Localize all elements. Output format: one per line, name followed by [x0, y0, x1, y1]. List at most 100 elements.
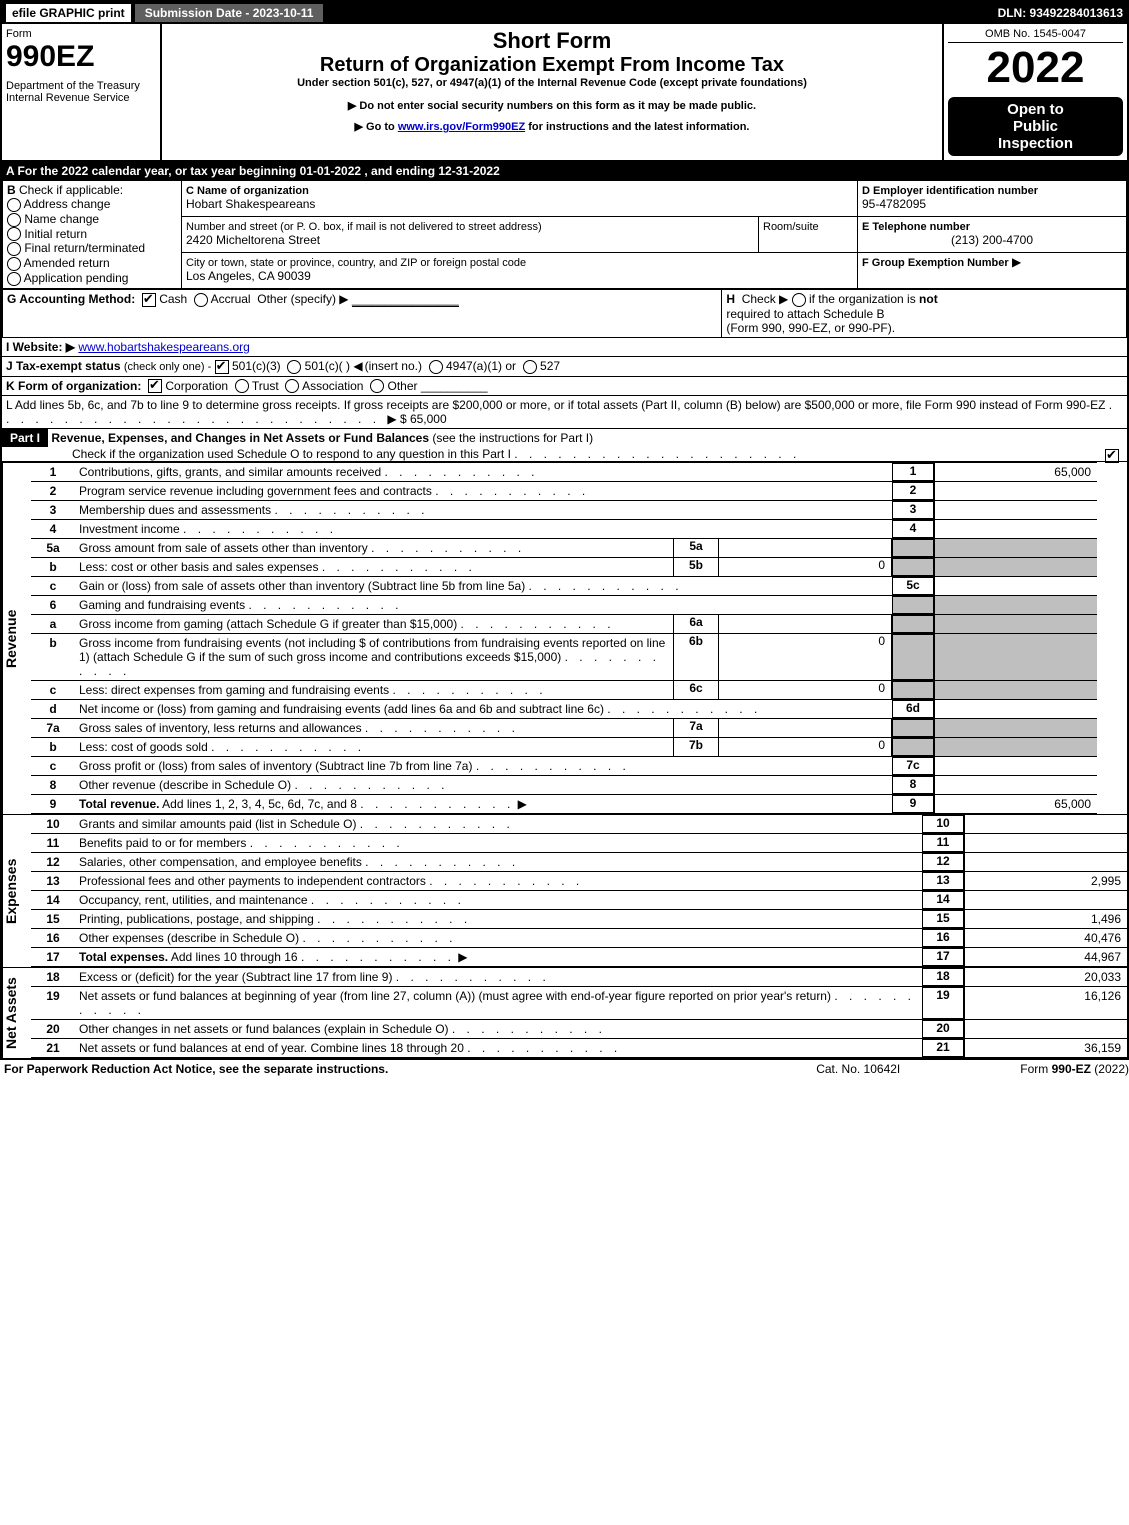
box-b-option: Application pending [7, 271, 177, 286]
part-i-title: Revenue, Expenses, and Changes in Net As… [51, 431, 429, 445]
line-box-no: 4 [892, 520, 934, 538]
revenue-lines: 1Contributions, gifts, grants, and simil… [31, 463, 1097, 814]
box-b-option: Final return/terminated [7, 241, 177, 256]
line-box-grey [892, 719, 934, 737]
open-l1: Open to [952, 101, 1119, 118]
cash-checkbox[interactable] [142, 293, 156, 307]
line-box-grey [892, 681, 934, 699]
box-b-options: Address change Name change Initial retur… [7, 197, 177, 286]
box-b-option-label: Application pending [24, 271, 129, 285]
line-no: 4 [31, 520, 75, 538]
box-b-checkbox[interactable] [7, 257, 21, 271]
line-box-grey [892, 596, 934, 614]
j-501c-checkbox[interactable] [287, 360, 301, 374]
box-b-txt: Check if applicable: [19, 183, 123, 197]
line-no: 10 [31, 815, 75, 833]
row-h-checkbox[interactable] [792, 293, 806, 307]
tax-year: 2022 [948, 43, 1123, 93]
telephone: (213) 200-4700 [862, 233, 1122, 247]
line-desc: Gross amount from sale of assets other t… [75, 539, 673, 557]
line-box-no: 5c [892, 577, 934, 595]
row-k-option: Association [302, 379, 363, 393]
box-b-option: Amended return [7, 256, 177, 271]
line-box-grey [892, 615, 934, 633]
line-no: 15 [31, 910, 75, 928]
j-4947-checkbox[interactable] [429, 360, 443, 374]
line-no: 16 [31, 929, 75, 947]
accrual-checkbox[interactable] [194, 293, 208, 307]
line-row: 19Net assets or fund balances at beginni… [31, 987, 1127, 1020]
line-box-no: 8 [892, 776, 934, 794]
line-box-no: 10 [922, 815, 964, 833]
line-box-grey [892, 738, 934, 756]
line-no: 7a [31, 719, 75, 737]
box-b-checkbox[interactable] [7, 213, 21, 227]
line-box-no: 9 [892, 795, 934, 813]
city-state-zip: Los Angeles, CA 90039 [186, 269, 311, 283]
row-k-checkbox[interactable] [370, 379, 384, 393]
line-row: 5aGross amount from sale of assets other… [31, 539, 1097, 558]
line-value [934, 501, 1097, 519]
line-mini-val [719, 539, 892, 557]
line-no: 8 [31, 776, 75, 794]
part-i-header: Part I Revenue, Expenses, and Changes in… [2, 429, 1127, 462]
line-value [964, 834, 1127, 852]
box-f-arrow: ▶ [1012, 255, 1021, 269]
box-b-checkbox[interactable] [7, 227, 21, 241]
line-row: 7aGross sales of inventory, less returns… [31, 719, 1097, 738]
row-k-checkbox[interactable] [148, 379, 162, 393]
dept-1: Department of the Treasury [6, 80, 156, 92]
j-4947: 4947(a)(1) or [446, 359, 516, 373]
part-i-badge: Part I [2, 429, 48, 447]
ein: 95-4782095 [862, 197, 926, 211]
row-k-option: Corporation [165, 379, 228, 393]
box-b-checkbox[interactable] [7, 272, 21, 286]
line-row: 2Program service revenue including gover… [31, 482, 1097, 501]
line-mini-val: 0 [719, 681, 892, 699]
line-value [934, 700, 1097, 718]
website-link[interactable]: www.hobartshakespeareans.org [78, 340, 249, 354]
box-b-option-label: Initial return [24, 227, 87, 241]
line-value-grey [934, 738, 1097, 756]
line-no: 20 [31, 1020, 75, 1038]
irs-link[interactable]: www.irs.gov/Form990EZ [398, 121, 525, 133]
row-j: J Tax-exempt status (check only one) - 5… [2, 357, 1127, 377]
row-h-txt4: (Form 990, 990-EZ, or 990-PF). [726, 321, 895, 335]
row-h-txt2: if the organization is [809, 292, 919, 306]
j-527-checkbox[interactable] [523, 360, 537, 374]
part-i-check-txt: Check if the organization used Schedule … [2, 447, 511, 461]
line-desc: Other revenue (describe in Schedule O) .… [75, 776, 892, 794]
line-value [934, 482, 1097, 500]
line-value [934, 520, 1097, 538]
line-row: 18Excess or (deficit) for the year (Subt… [31, 968, 1127, 987]
line-row: 10Grants and similar amounts paid (list … [31, 815, 1127, 834]
box-b-checkbox[interactable] [7, 242, 21, 256]
j-501c3-checkbox[interactable] [215, 360, 229, 374]
title-return: Return of Organization Exempt From Incom… [166, 54, 938, 77]
line-value-grey [934, 596, 1097, 614]
row-h-check: Check ▶ [742, 292, 789, 306]
schedule-o-checkbox[interactable] [1105, 449, 1119, 463]
line-desc: Program service revenue including govern… [75, 482, 892, 500]
line-box-no: 14 [922, 891, 964, 909]
line-desc: Total revenue. Add lines 1, 2, 3, 4, 5c,… [75, 795, 892, 813]
line-box-no: 1 [892, 463, 934, 481]
line-row: 8Other revenue (describe in Schedule O) … [31, 776, 1097, 795]
j-501c3: 501(c)(3) [232, 359, 281, 373]
row-k-checkbox[interactable] [285, 379, 299, 393]
box-b-checkbox[interactable] [7, 198, 21, 212]
page-footer: For Paperwork Reduction Act Notice, see … [0, 1060, 1129, 1078]
j-insert: (insert no.) [353, 359, 422, 373]
box-b-option-label: Name change [24, 212, 99, 226]
row-k-checkbox[interactable] [235, 379, 249, 393]
line-desc: Contributions, gifts, grants, and simila… [75, 463, 892, 481]
line-mini-val: 0 [719, 738, 892, 756]
line-value-grey [934, 615, 1097, 633]
line-desc: Gross income from gaming (attach Schedul… [75, 615, 673, 633]
line-row: bGross income from fundraising events (n… [31, 634, 1097, 681]
box-b-option-label: Final return/terminated [24, 241, 145, 255]
line-mini-val: 0 [719, 558, 892, 576]
room-label: Room/suite [763, 221, 819, 233]
other-specify-line[interactable]: ________________ [352, 292, 459, 307]
line-no: 19 [31, 987, 75, 1019]
